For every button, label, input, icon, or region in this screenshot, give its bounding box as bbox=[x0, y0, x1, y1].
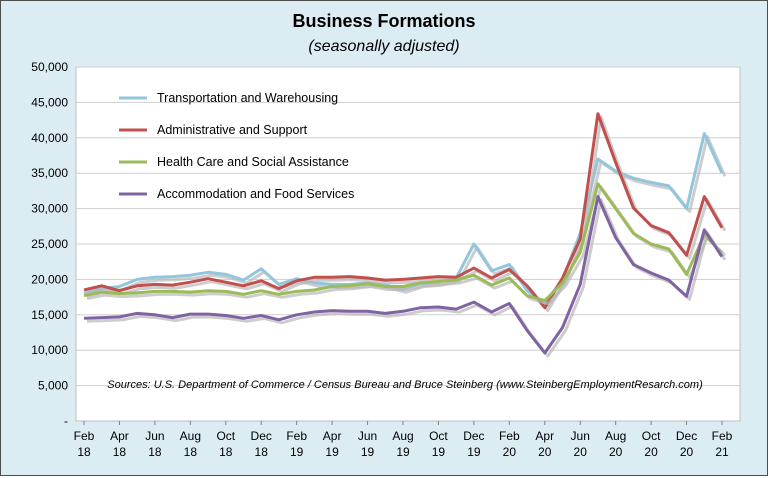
x-tick-label: Dec bbox=[251, 429, 272, 443]
x-tick-label: 19 bbox=[467, 445, 481, 459]
x-tick-label: Feb bbox=[499, 429, 520, 443]
x-tick-label: Jun bbox=[145, 429, 164, 443]
x-tick-label: Feb bbox=[712, 429, 733, 443]
x-tick-label: Apr bbox=[323, 429, 342, 443]
chart-subtitle: (seasonally adjusted) bbox=[308, 38, 460, 55]
x-tick-label: Feb bbox=[286, 429, 307, 443]
x-tick-label: 19 bbox=[432, 445, 446, 459]
y-tick-label: 15,000 bbox=[31, 308, 68, 322]
x-tick-label: 21 bbox=[715, 445, 729, 459]
x-tick-label: Oct bbox=[429, 429, 448, 443]
y-tick-label: 45,000 bbox=[31, 95, 68, 109]
x-tick-label: 18 bbox=[184, 445, 198, 459]
legend-entry: Administrative and Support bbox=[157, 123, 308, 137]
x-tick-label: Oct bbox=[642, 429, 661, 443]
gridlines bbox=[76, 66, 740, 387]
legend: Transportation and Warehousing Administra… bbox=[119, 91, 354, 201]
x-tick-label: 18 bbox=[255, 445, 269, 459]
x-tick-label: Dec bbox=[463, 429, 484, 443]
x-tick-label: Jun bbox=[358, 429, 377, 443]
x-tick-label: 18 bbox=[113, 445, 127, 459]
x-tick-label: 18 bbox=[77, 445, 91, 459]
y-tick-label: 50,000 bbox=[31, 60, 68, 74]
y-axis: - 5,000 10,000 15,000 20,000 25,000 30,000 35,0… bbox=[31, 60, 68, 428]
y-tick-label: 20,000 bbox=[31, 272, 68, 286]
y-tick-label: - bbox=[64, 414, 68, 428]
series-line-2 bbox=[83, 112, 724, 310]
x-tick-label: 19 bbox=[361, 445, 375, 459]
y-tick-label: 40,000 bbox=[31, 131, 68, 145]
x-tick-label: Oct bbox=[216, 429, 235, 443]
x-tick-label: Apr bbox=[110, 429, 129, 443]
x-tick-label: 18 bbox=[219, 445, 233, 459]
x-tick-label: 20 bbox=[644, 445, 658, 459]
legend-entry: Accommodation and Food Services bbox=[157, 187, 354, 201]
x-tick-label: Feb bbox=[74, 429, 95, 443]
x-tick-label: Aug bbox=[180, 429, 201, 443]
series-line-3 bbox=[83, 182, 724, 303]
x-tick-label: 19 bbox=[396, 445, 410, 459]
x-axis: Feb 18 Apr 18 Jun 18 Aug 18 Oct 18 Dec 18 Feb 19 Apr 19… bbox=[74, 421, 733, 459]
x-tick-label: Aug bbox=[392, 429, 413, 443]
y-tick-label: 35,000 bbox=[31, 166, 68, 180]
series-shadow bbox=[86, 115, 727, 313]
y-tick-label: 5,000 bbox=[38, 379, 68, 393]
x-tick-label: 20 bbox=[680, 445, 694, 459]
x-tick-label: Jun bbox=[571, 429, 590, 443]
x-tick-label: 20 bbox=[609, 445, 623, 459]
x-tick-label: Aug bbox=[605, 429, 626, 443]
y-tick-label: 30,000 bbox=[31, 202, 68, 216]
y-tick-label: 25,000 bbox=[31, 237, 68, 251]
x-tick-label: 18 bbox=[148, 445, 162, 459]
x-tick-label: 19 bbox=[290, 445, 304, 459]
x-tick-label: 20 bbox=[538, 445, 552, 459]
series-lines bbox=[83, 112, 727, 358]
source-note: Sources: U.S. Department of Commerce / C… bbox=[107, 379, 703, 391]
y-tick-label: 10,000 bbox=[31, 343, 68, 357]
x-tick-label: Apr bbox=[535, 429, 554, 443]
x-tick-label: 19 bbox=[325, 445, 339, 459]
x-tick-label: 20 bbox=[574, 445, 588, 459]
x-tick-label: Dec bbox=[676, 429, 697, 443]
x-tick-label: 20 bbox=[503, 445, 517, 459]
chart-title: Business Formations bbox=[292, 11, 476, 31]
series-line-4 bbox=[83, 195, 724, 355]
legend-entry: Health Care and Social Assistance bbox=[157, 155, 349, 169]
legend-entry: Transportation and Warehousing bbox=[157, 91, 338, 105]
